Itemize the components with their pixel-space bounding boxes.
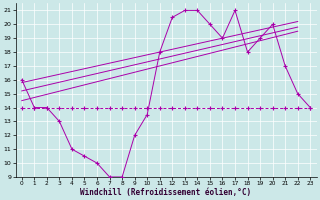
X-axis label: Windchill (Refroidissement éolien,°C): Windchill (Refroidissement éolien,°C)	[80, 188, 252, 197]
